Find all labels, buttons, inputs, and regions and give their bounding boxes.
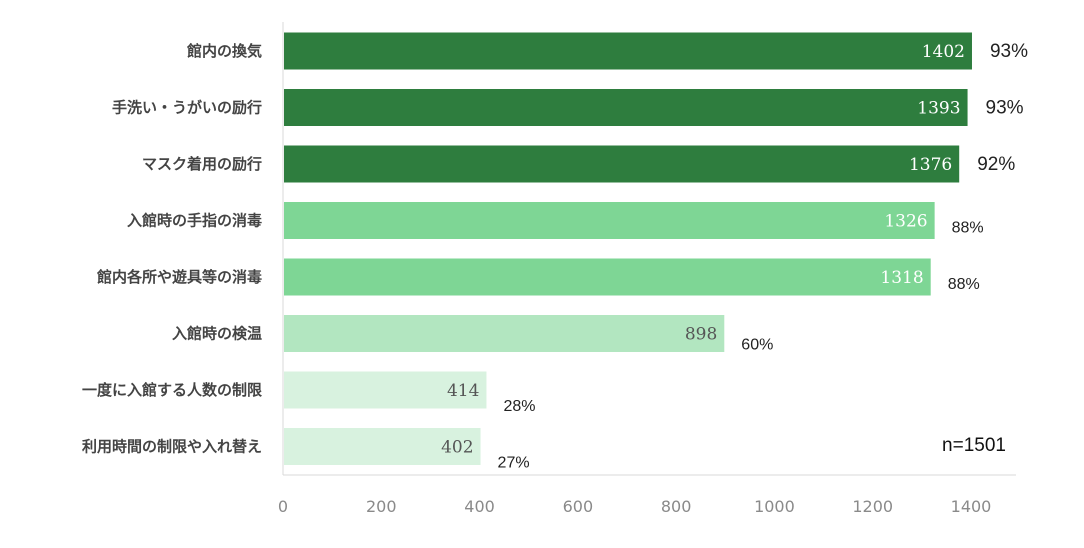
category-label: 手洗い・うがいの励行 [112,99,262,117]
bar-value-label: 402 [441,438,473,458]
category-label: 館内の換気 [186,42,262,60]
bar [284,258,931,296]
category-label: 入館時の検温 [172,325,262,343]
bar-value-label: 1326 [884,212,927,232]
percent-label: 27% [498,455,530,472]
category-label: 利用時間の制限や入れ替え [82,438,262,456]
bar-value-label: 898 [685,325,717,345]
bar [284,315,725,352]
x-tick-label: 0 [278,497,288,516]
category-label: 館内各所や遊具等の消毒 [96,268,262,286]
bar-value-label: 1402 [922,42,965,62]
bar [284,89,968,126]
bar-value-label: 1393 [917,99,960,119]
bar [284,145,960,183]
bar [284,32,972,70]
percent-label: 93% [990,41,1028,62]
bar [284,371,487,409]
category-label: 一度に入館する人数の制限 [82,381,262,399]
percent-label: 88% [948,276,980,293]
percent-label: 60% [741,337,773,354]
category-label: マスク着用の励行 [142,155,262,173]
percent-label: 88% [952,220,984,237]
bar-value-label: 1318 [880,268,923,288]
percent-label: 28% [503,398,535,415]
bar-value-label: 414 [447,381,479,401]
bar-value-label: 1376 [909,155,952,175]
x-tick-label: 400 [464,497,495,516]
percent-label: 92% [977,154,1015,175]
x-tick-label: 200 [366,497,397,516]
x-tick-label: 1400 [951,497,992,516]
bar [284,428,481,465]
x-tick-label: 1000 [754,497,795,516]
x-tick-label: 800 [661,497,692,516]
x-tick-label: 1200 [852,497,893,516]
x-tick-label: 600 [563,497,594,516]
bar [284,202,935,239]
sample-size-note: n=1501 [942,435,1006,456]
percent-label: 93% [986,98,1024,119]
category-label: 入館時の手指の消毒 [127,212,262,230]
